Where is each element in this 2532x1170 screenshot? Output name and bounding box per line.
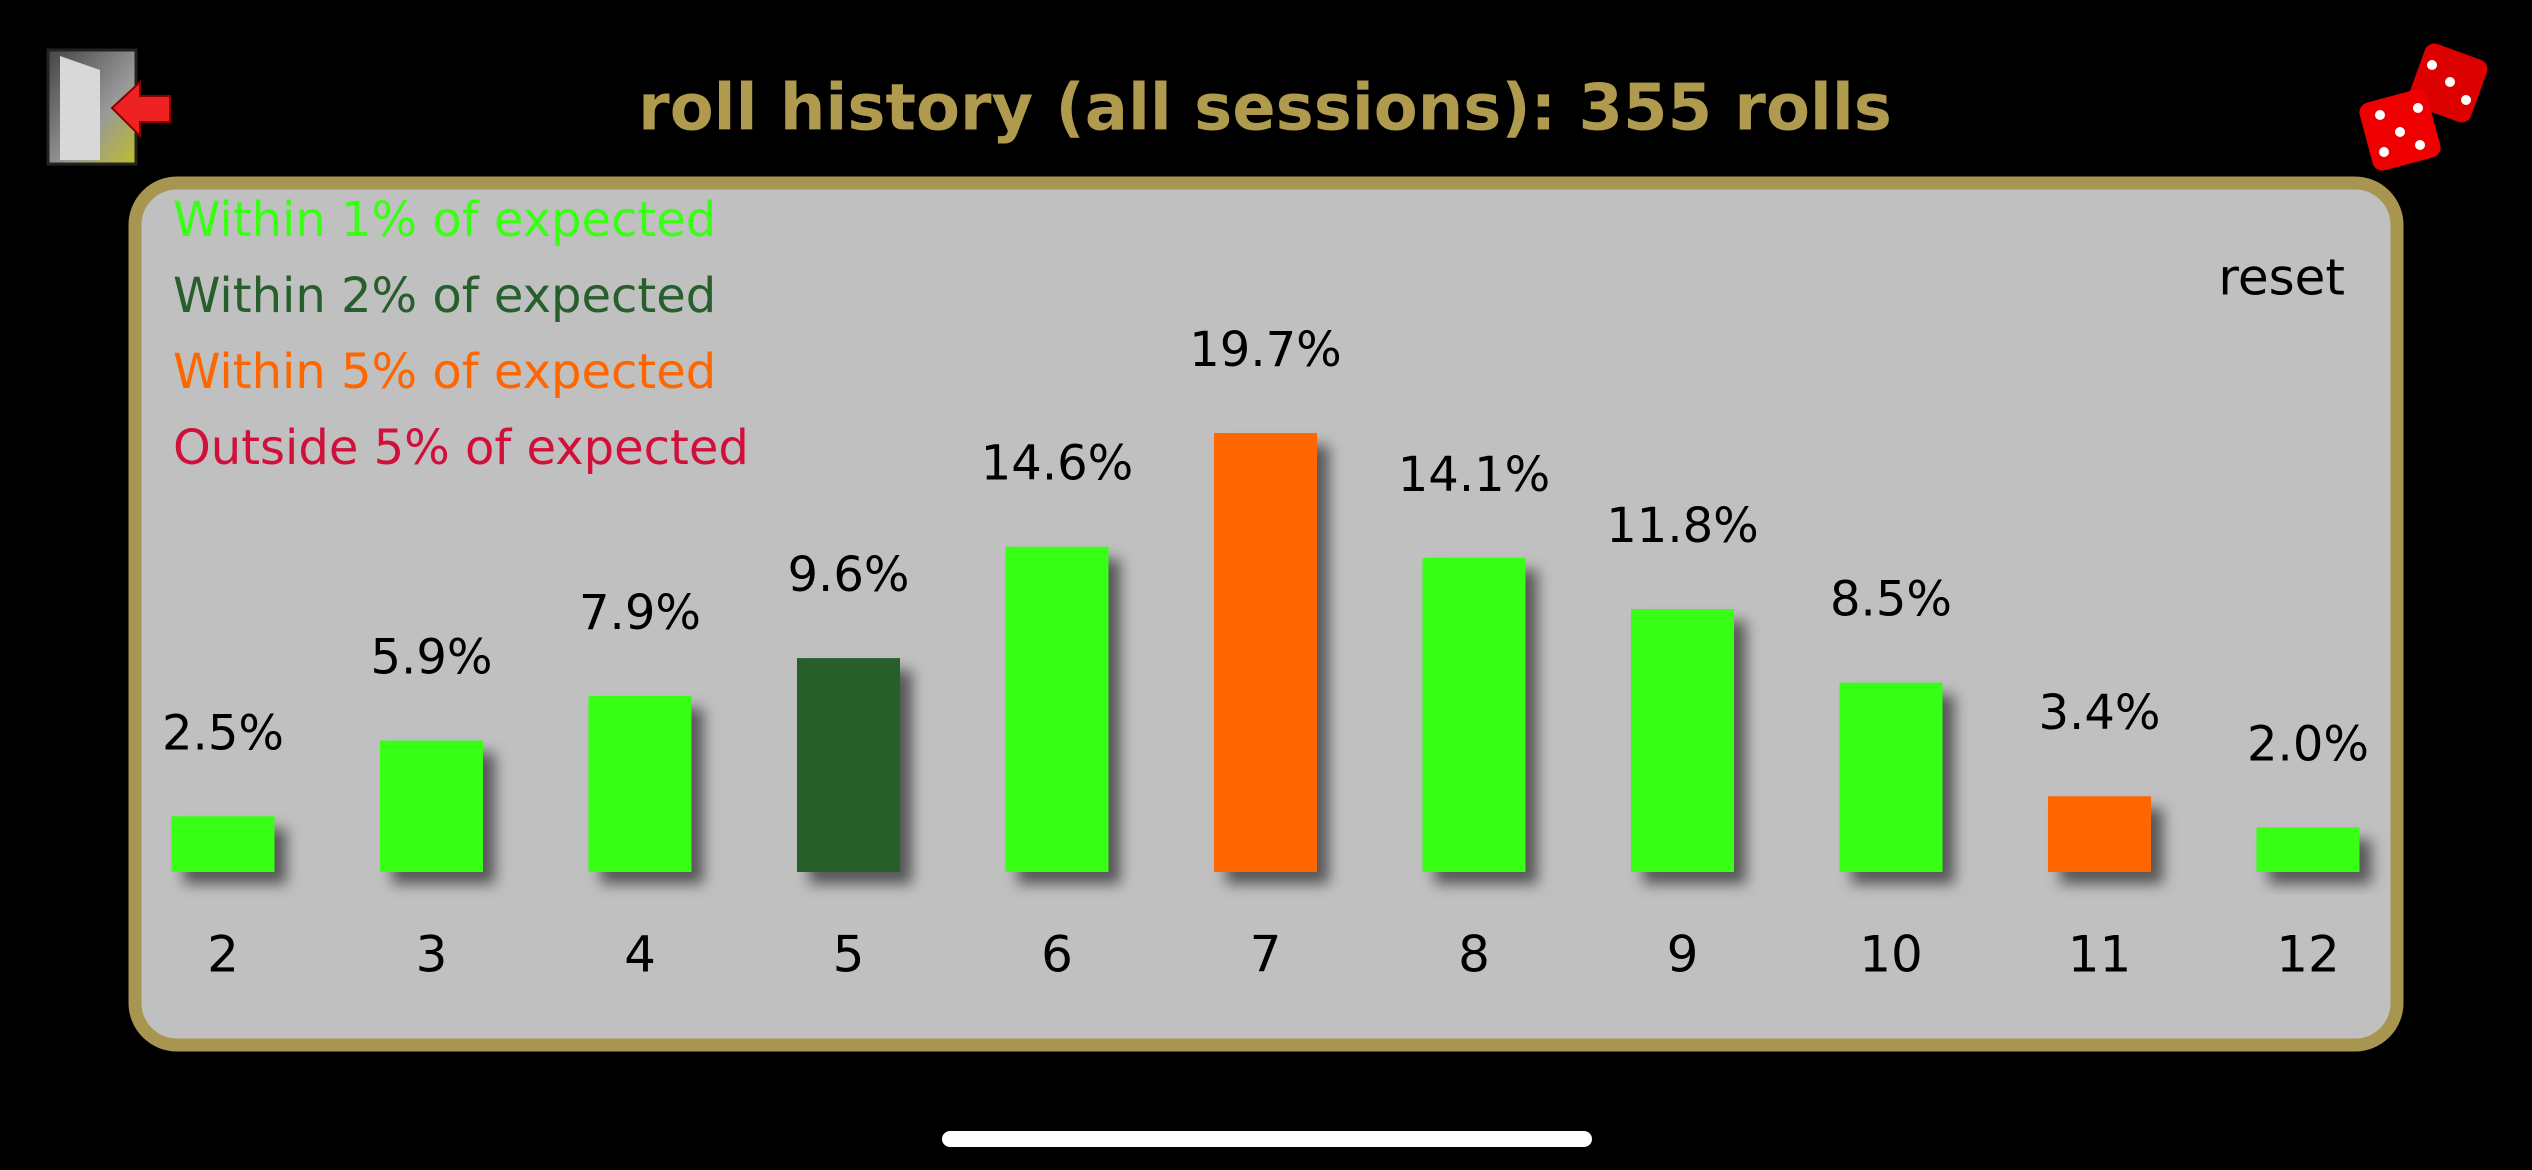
x-tick-label: 6 xyxy=(1041,926,1073,984)
bar xyxy=(1214,433,1317,872)
x-tick-label: 8 xyxy=(1458,926,1490,984)
x-tick-label: 7 xyxy=(1250,926,1282,984)
value-label: 3.4% xyxy=(2039,685,2161,741)
home-indicator xyxy=(942,1131,1592,1147)
bar xyxy=(1005,546,1109,872)
bar xyxy=(1631,609,1734,872)
bar xyxy=(797,658,900,872)
bar xyxy=(171,816,275,872)
value-label: 14.6% xyxy=(981,436,1133,492)
x-tick-label: 12 xyxy=(2276,926,2340,984)
value-label: 2.5% xyxy=(162,705,284,761)
x-tick-label: 4 xyxy=(624,926,656,984)
value-label: 8.5% xyxy=(1830,572,1952,628)
exit-button[interactable] xyxy=(46,48,171,166)
value-label: 5.9% xyxy=(371,630,493,686)
bar xyxy=(2256,827,2360,872)
value-label: 7.9% xyxy=(579,585,701,641)
x-tick-label: 10 xyxy=(1859,926,1923,984)
dice-button[interactable] xyxy=(2357,41,2490,173)
bar xyxy=(1839,682,1943,872)
bar xyxy=(380,740,483,872)
reset-button[interactable]: reset xyxy=(2218,249,2345,307)
legend-entry: Within 2% of expected xyxy=(173,268,716,324)
bar xyxy=(588,695,692,872)
value-label: 19.7% xyxy=(1189,322,1341,378)
x-tick-label: 5 xyxy=(833,926,865,984)
value-label: 2.0% xyxy=(2247,716,2369,772)
x-tick-label: 2 xyxy=(207,926,239,984)
bar xyxy=(2048,796,2151,872)
legend-entry: Within 5% of expected xyxy=(173,344,716,400)
bar xyxy=(1422,557,1526,872)
value-label: 14.1% xyxy=(1398,447,1550,503)
plot: Within 1% of expected Within 2% of expect… xyxy=(162,192,2369,984)
value-label: 9.6% xyxy=(788,547,910,603)
chart-title: roll history (all sessions): 355 rolls xyxy=(638,72,1892,146)
value-label: 11.8% xyxy=(1606,498,1758,554)
legend-entry: Outside 5% of expected xyxy=(173,420,749,476)
legend-entry: Within 1% of expected xyxy=(173,192,716,248)
x-tick-label: 3 xyxy=(416,926,448,984)
x-tick-label: 9 xyxy=(1667,926,1699,984)
x-tick-label: 11 xyxy=(2068,926,2132,984)
